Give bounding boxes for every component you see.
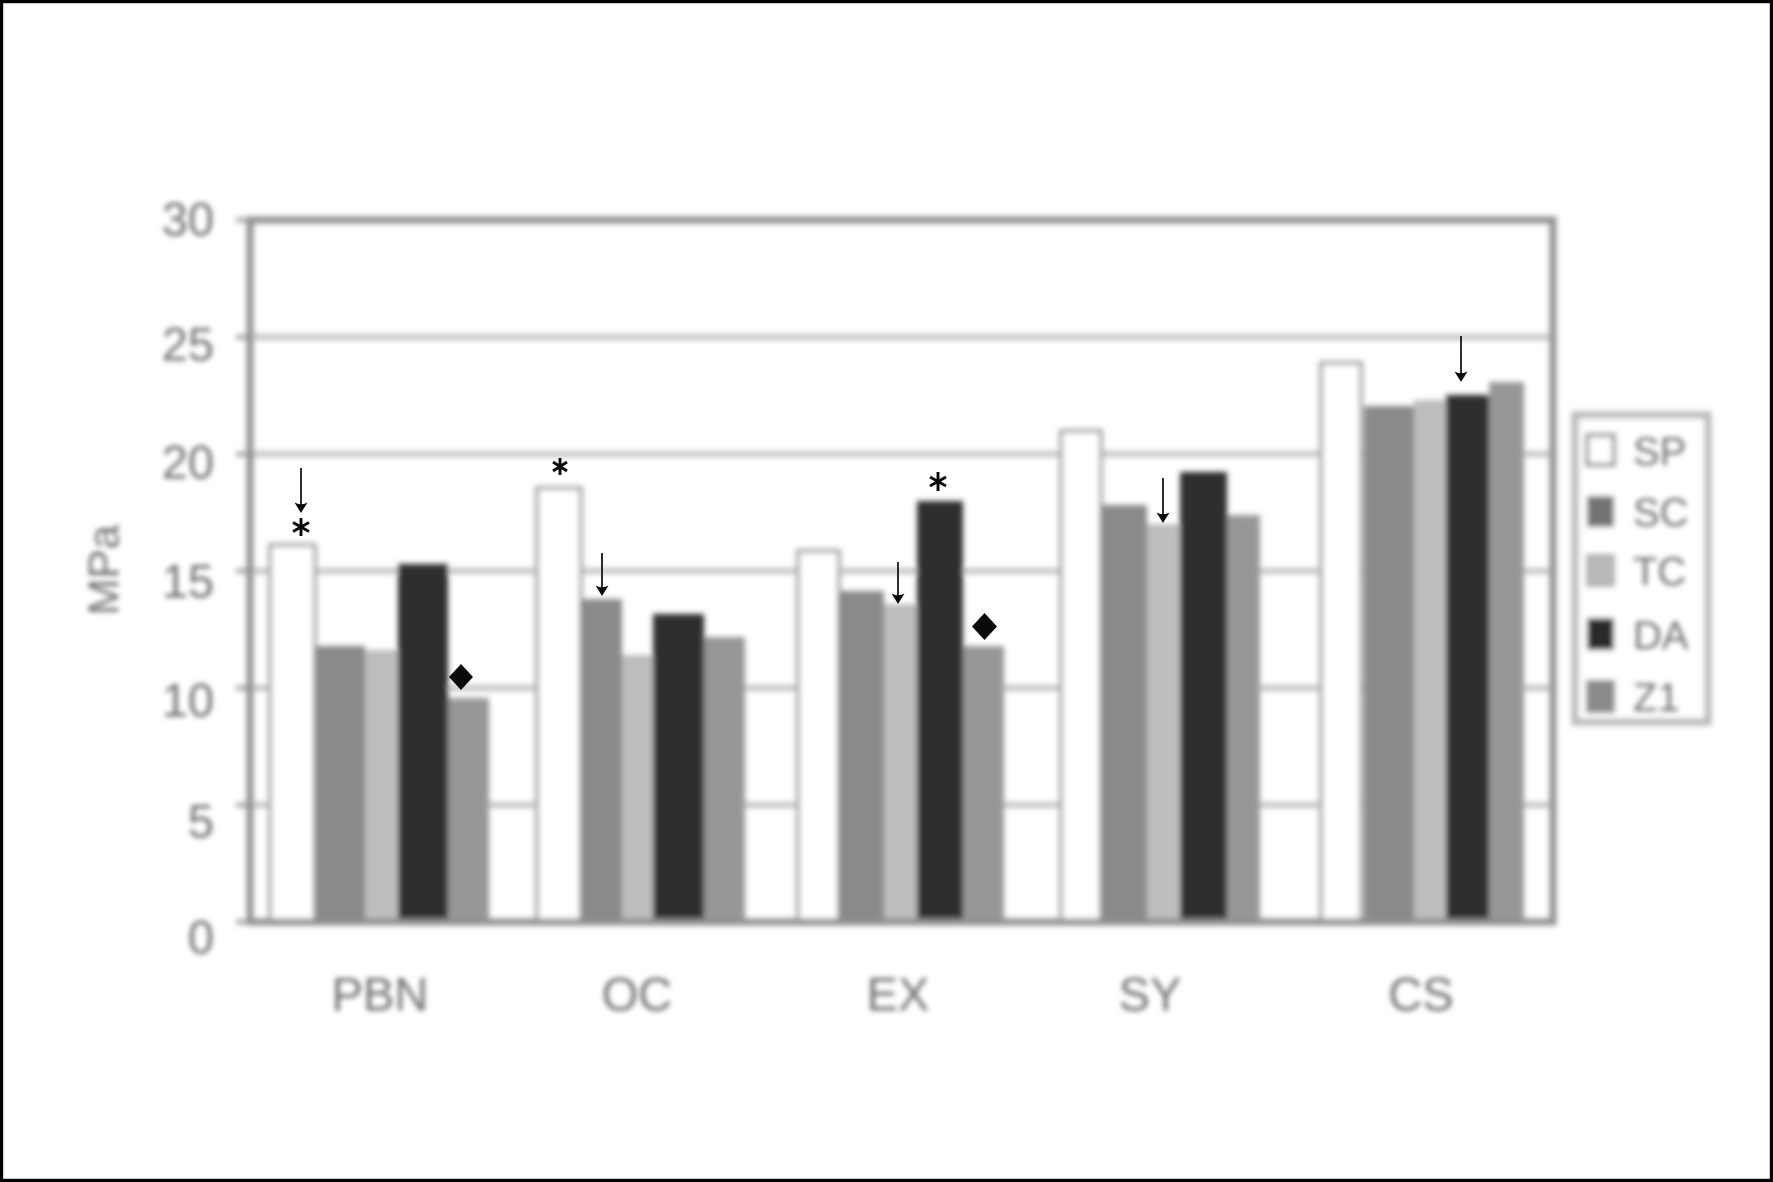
svg-text:20: 20 — [162, 435, 214, 488]
svg-text:15: 15 — [162, 554, 214, 607]
svg-text:TC: TC — [1633, 550, 1686, 594]
svg-text:30: 30 — [162, 192, 214, 245]
svg-text:CS: CS — [1388, 967, 1453, 1020]
svg-text:MPa: MPa — [79, 524, 128, 615]
svg-text:Z1: Z1 — [1633, 676, 1680, 720]
svg-text:SC: SC — [1633, 491, 1689, 535]
svg-text:25: 25 — [162, 317, 214, 370]
svg-text:OC: OC — [602, 967, 673, 1020]
svg-text:0: 0 — [188, 910, 214, 963]
svg-text:SP: SP — [1633, 430, 1686, 474]
svg-text:10: 10 — [162, 673, 214, 726]
svg-text:PBN: PBN — [332, 967, 429, 1020]
svg-text:SY: SY — [1119, 967, 1182, 1020]
svg-text:EX: EX — [867, 967, 930, 1020]
svg-text:5: 5 — [188, 794, 214, 847]
svg-text:DA: DA — [1633, 614, 1689, 658]
